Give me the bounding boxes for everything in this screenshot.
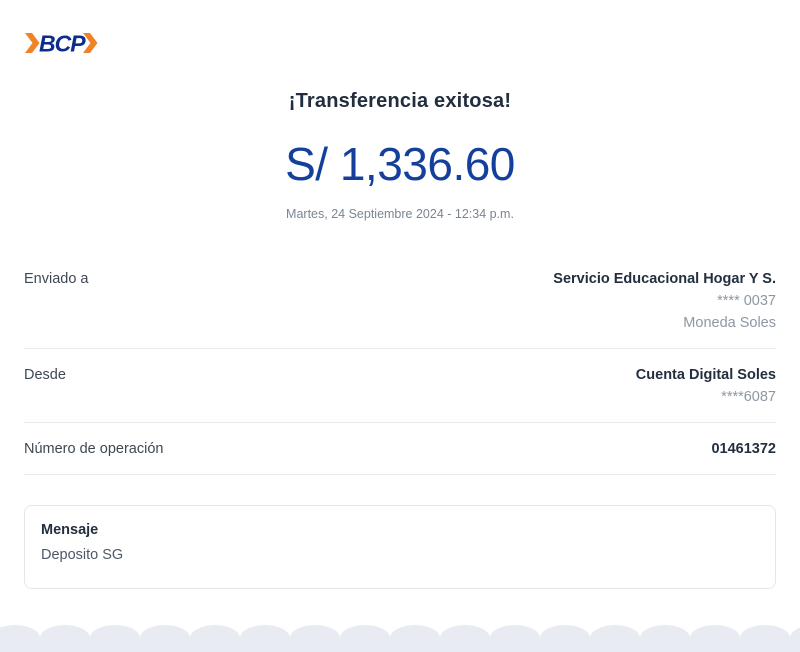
- transfer-details: Enviado a Servicio Educacional Hogar Y S…: [24, 253, 776, 475]
- detail-row-source: Desde Cuenta Digital Soles ****6087: [24, 349, 776, 423]
- message-card-title: Mensaje: [41, 522, 99, 538]
- transfer-summary: ¡Transferencia exitosa! S/ 1,336.60 Mart…: [24, 90, 776, 221]
- transfer-datetime: Martes, 24 Septiembre 2024 - 12:34 p.m.: [286, 207, 514, 221]
- scalloped-wave-decoration: [0, 625, 800, 652]
- source-values: Cuenta Digital Soles ****6087: [636, 364, 776, 408]
- source-label: Desde: [24, 367, 66, 383]
- transfer-amount: S/ 1,336.60: [285, 138, 515, 190]
- recipient-values: Servicio Educacional Hogar Y S. **** 003…: [553, 268, 776, 334]
- recipient-name: Servicio Educacional Hogar Y S.: [553, 271, 776, 287]
- recipient-currency: Moneda Soles: [683, 315, 776, 331]
- source-account-masked: ****6087: [721, 389, 776, 405]
- detail-row-recipient: Enviado a Servicio Educacional Hogar Y S…: [24, 253, 776, 349]
- message-card: Mensaje Deposito SG: [24, 505, 776, 589]
- operation-number-label: Número de operación: [24, 441, 164, 457]
- operation-values: 01461372: [711, 438, 776, 460]
- bcp-logo-text: BCP: [39, 31, 86, 57]
- bcp-chevron-right-icon: [83, 33, 98, 53]
- bcp-logo: BCP: [24, 0, 776, 56]
- message-card-body: Deposito SG: [41, 547, 124, 563]
- success-title: ¡Transferencia exitosa!: [288, 90, 512, 112]
- recipient-label: Enviado a: [24, 271, 89, 287]
- bcp-chevron-left-icon: [25, 33, 40, 53]
- recipient-account-masked: **** 0037: [717, 293, 776, 309]
- bcp-logo-icon: BCP: [25, 31, 98, 57]
- source-account-name: Cuenta Digital Soles: [635, 367, 776, 383]
- detail-row-operation: Número de operación 01461372: [24, 423, 776, 475]
- operation-number: 01461372: [711, 441, 776, 457]
